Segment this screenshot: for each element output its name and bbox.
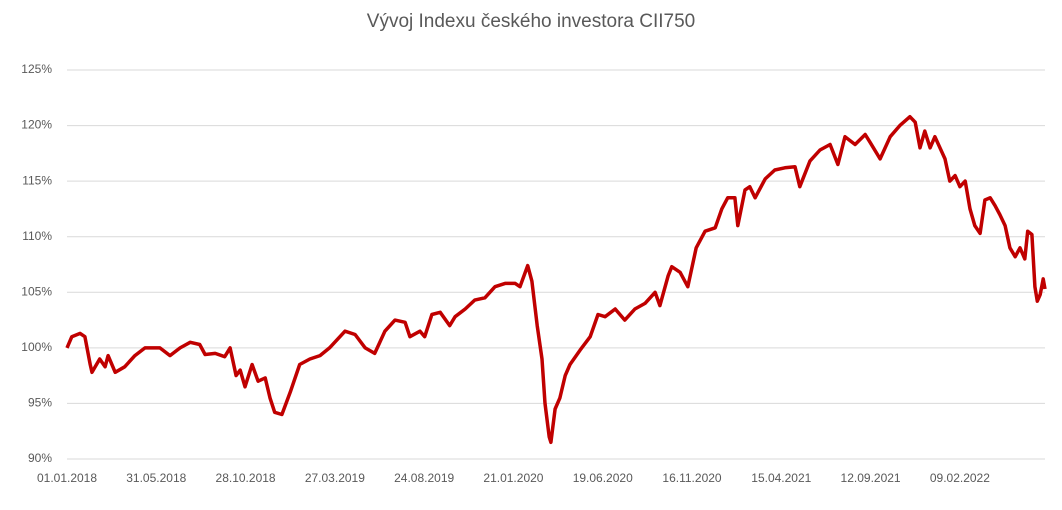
x-tick-label: 16.11.2020 <box>662 471 721 485</box>
y-tick-label: 125% <box>21 62 52 76</box>
x-tick-label: 09.02.2022 <box>930 471 990 485</box>
x-tick-label: 28.10.2018 <box>216 471 276 485</box>
x-tick-label: 31.05.2018 <box>126 471 186 485</box>
y-tick-label: 105% <box>21 284 52 298</box>
x-tick-label: 15.04.2021 <box>751 471 811 485</box>
chart-title: Vývoj Indexu českého investora CII750 <box>367 11 695 32</box>
x-tick-label: 24.08.2019 <box>394 471 454 485</box>
x-tick-label: 12.09.2021 <box>841 471 901 485</box>
y-tick-label: 90% <box>28 451 52 465</box>
y-tick-label: 95% <box>28 396 52 410</box>
data-line <box>65 114 1047 445</box>
x-tick-label: 01.01.2018 <box>37 471 97 485</box>
y-tick-label: 110% <box>22 229 52 243</box>
x-tick-label: 27.03.2019 <box>305 471 365 485</box>
y-tick-label: 115% <box>22 173 52 187</box>
y-tick-label: 120% <box>21 118 52 132</box>
x-tick-label: 19.06.2020 <box>573 471 633 485</box>
x-tick-label: 21.01.2020 <box>483 471 543 485</box>
y-tick-label: 100% <box>21 340 52 354</box>
